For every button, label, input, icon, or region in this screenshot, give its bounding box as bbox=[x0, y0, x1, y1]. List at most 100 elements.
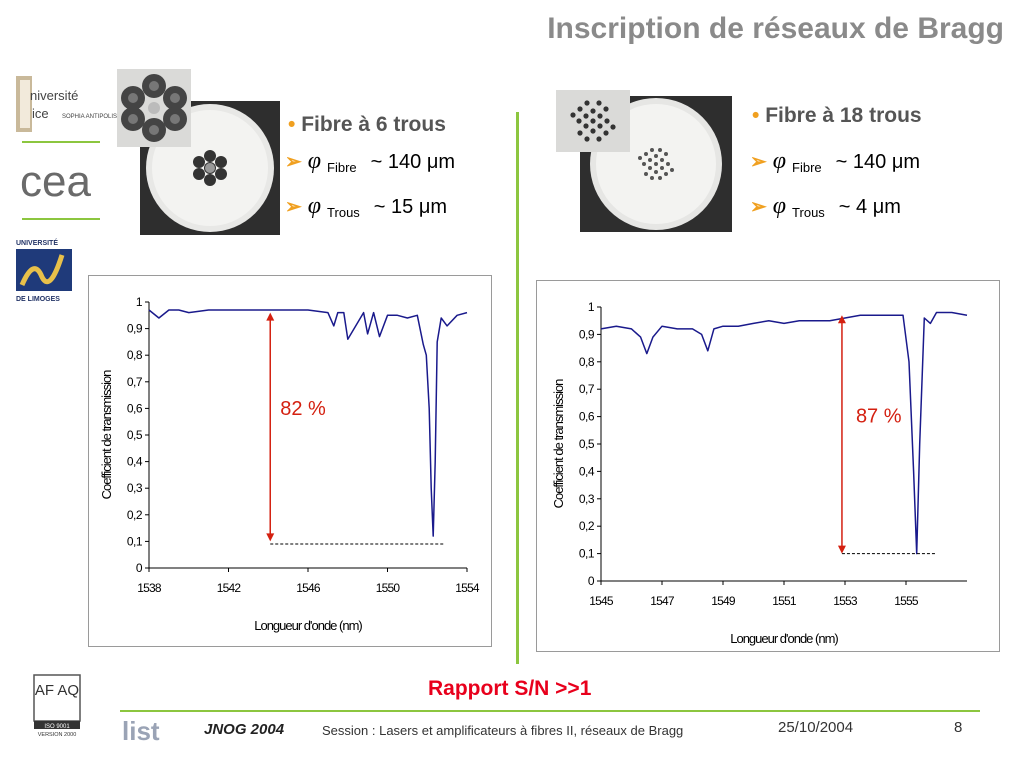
spec-sub: Trous bbox=[792, 205, 825, 220]
snr-note: Rapport S/N >>1 bbox=[428, 677, 592, 700]
vertical-divider bbox=[516, 112, 519, 664]
spec-sub: Trous bbox=[327, 205, 360, 220]
x-axis-label: Longueur d'onde (nm) bbox=[254, 618, 362, 633]
nice-text2: ice bbox=[32, 106, 49, 121]
phi-symbol: φ bbox=[307, 148, 322, 174]
afaq-letters: AF AQ bbox=[35, 682, 79, 699]
left-heading-text: Fibre à 6 trous bbox=[301, 113, 446, 136]
logo-separator bbox=[22, 218, 100, 220]
left-spec-trous: ➢ φ Trous ~ 15 μm bbox=[285, 193, 447, 220]
phi-symbol: φ bbox=[772, 193, 787, 219]
y-tick-label: 0,6 bbox=[579, 410, 595, 424]
bullet-dot: • bbox=[288, 113, 302, 136]
y-tick-label: 0,9 bbox=[127, 322, 143, 336]
arrow-bullet-icon: ➢ bbox=[285, 151, 302, 173]
annotation-label: 82 % bbox=[280, 398, 326, 420]
limoges-top: UNIVERSITÉ bbox=[16, 238, 58, 247]
cea-text: cea bbox=[20, 157, 91, 206]
arrow-head-down bbox=[266, 533, 275, 542]
afaq-version: VERSION 2000 bbox=[38, 732, 77, 738]
transmission-series-line bbox=[600, 311, 968, 555]
y-tick-label: 1 bbox=[136, 295, 143, 309]
arrow-bullet-icon: ➢ bbox=[285, 196, 302, 218]
y-tick-label: 0,1 bbox=[127, 534, 143, 548]
x-tick-label: 1555 bbox=[894, 594, 919, 608]
y-tick-label: 0,6 bbox=[127, 401, 143, 415]
arrow-head-down bbox=[837, 545, 846, 554]
spec-sub: Fibre bbox=[792, 160, 822, 175]
y-tick-label: 0,7 bbox=[127, 375, 143, 389]
footer-event: JNOG 2004 bbox=[204, 721, 285, 738]
y-tick-label: 0,4 bbox=[127, 455, 143, 469]
x-tick-label: 1549 bbox=[711, 594, 736, 608]
y-tick-label: 0 bbox=[588, 574, 595, 588]
logo-cea: cea bbox=[18, 150, 108, 210]
spec-value: ~ 15 μm bbox=[373, 196, 448, 218]
right-heading-text: Fibre à 18 trous bbox=[765, 104, 922, 127]
arrow-head-up bbox=[266, 312, 275, 321]
transmission-series-line bbox=[148, 309, 468, 537]
x-tick-label: 1553 bbox=[833, 594, 858, 608]
chart-6-holes: 0 0,1 0,2 0,3 0,4 0,5 0,6 0,7 0,8 0,9 1 1538 1542 154… bbox=[88, 275, 492, 647]
x-tick-label: 1542 bbox=[217, 581, 242, 595]
y-axis-label: Coefficient de transmission bbox=[99, 370, 114, 500]
footer-session: Session : Lasers et amplificateurs à fib… bbox=[322, 723, 684, 738]
logo-universite-limoges: UNIVERSITÉ DE LIMOGES bbox=[12, 237, 82, 305]
y-tick-label: 0,5 bbox=[127, 428, 143, 442]
y-axis-label: Coefficient de transmission bbox=[551, 379, 566, 509]
x-tick-label: 1547 bbox=[650, 594, 675, 608]
y-tick-label: 0,3 bbox=[579, 492, 595, 506]
footer-separator bbox=[120, 710, 980, 712]
left-spec-fibre: ➢ φ Fibre ~ 140 μm bbox=[285, 148, 455, 175]
chart-18-holes: 0 0,1 0,2 0,3 0,4 0,5 0,6 0,7 0,8 0,9 1 1545 1547 154… bbox=[536, 280, 1000, 652]
nice-text1: niversité bbox=[30, 88, 78, 103]
y-tick-label: 0,7 bbox=[579, 382, 595, 396]
right-spec-trous: ➢ φ Trous ~ 4 μm bbox=[750, 193, 901, 220]
logo-separator bbox=[22, 141, 100, 143]
y-tick-label: 0 bbox=[136, 561, 143, 575]
footer-date: 25/10/2004 bbox=[778, 719, 854, 736]
nice-text3: SOPHIA ANTIPOLIS bbox=[62, 114, 117, 120]
spec-sub: Fibre bbox=[327, 160, 357, 175]
spec-value: ~ 140 μm bbox=[370, 151, 456, 173]
y-tick-label: 0,1 bbox=[579, 547, 595, 561]
y-tick-label: 0,3 bbox=[127, 481, 143, 495]
x-tick-label: 1538 bbox=[137, 581, 162, 595]
transmission-chart-18-holes: 0 0,1 0,2 0,3 0,4 0,5 0,6 0,7 0,8 0,9 1 1545 1547 154… bbox=[551, 300, 968, 646]
page-number: 8 bbox=[954, 719, 963, 736]
transmission-chart-6-holes: 0 0,1 0,2 0,3 0,4 0,5 0,6 0,7 0,8 0,9 1 1538 1542 154… bbox=[99, 295, 481, 633]
y-tick-label: 1 bbox=[588, 300, 595, 314]
x-tick-label: 1551 bbox=[772, 594, 797, 608]
x-tick-label: 1546 bbox=[296, 581, 321, 595]
spec-value: ~ 4 μm bbox=[838, 196, 901, 218]
arrow-bullet-icon: ➢ bbox=[750, 151, 767, 173]
arrow-head-up bbox=[837, 315, 846, 324]
y-tick-label: 0,8 bbox=[579, 355, 595, 369]
phi-symbol: φ bbox=[307, 193, 322, 219]
right-heading: • Fibre à 18 trous bbox=[752, 104, 922, 128]
spec-value: ~ 140 μm bbox=[835, 151, 921, 173]
left-heading: • Fibre à 6 trous bbox=[288, 113, 446, 137]
y-tick-label: 0,2 bbox=[127, 508, 143, 522]
fiber-6-holes-inset bbox=[117, 69, 191, 147]
fiber-18-holes-inset bbox=[556, 90, 630, 152]
limoges-bottom: DE LIMOGES bbox=[16, 296, 60, 303]
y-tick-label: 0,4 bbox=[579, 464, 595, 478]
annotation-label: 87 % bbox=[856, 405, 902, 427]
x-axis-label: Longueur d'onde (nm) bbox=[730, 631, 838, 646]
y-tick-label: 0,9 bbox=[579, 327, 595, 341]
y-tick-label: 0,8 bbox=[127, 348, 143, 362]
x-tick-label: 1545 bbox=[589, 594, 614, 608]
list-text: list bbox=[122, 716, 160, 746]
afaq-iso: ISO 9001 bbox=[44, 724, 70, 730]
page-title: Inscription de réseaux de Bragg bbox=[547, 12, 1004, 45]
x-tick-label: 1554 bbox=[455, 581, 480, 595]
logo-universite-nice: niversité ice SOPHIA ANTIPOLIS bbox=[14, 72, 124, 136]
y-tick-label: 0,2 bbox=[579, 519, 595, 533]
bullet-dot: • bbox=[752, 104, 766, 127]
logo-afaq: AF AQ ISO 9001 VERSION 2000 bbox=[30, 673, 84, 739]
right-spec-fibre: ➢ φ Fibre ~ 140 μm bbox=[750, 148, 920, 175]
logo-list: list bbox=[120, 716, 192, 746]
x-tick-label: 1550 bbox=[376, 581, 401, 595]
phi-symbol: φ bbox=[772, 148, 787, 174]
